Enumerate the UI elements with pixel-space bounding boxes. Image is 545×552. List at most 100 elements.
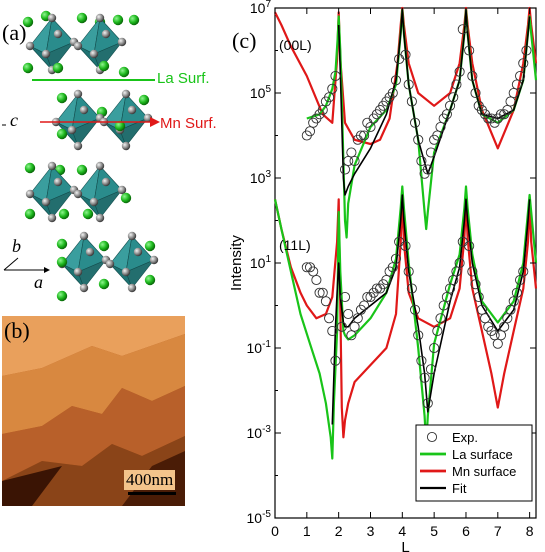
oxygen-atom — [117, 185, 127, 195]
legend-exp-marker — [426, 431, 438, 443]
mno6-octahedron — [73, 161, 127, 223]
la-atom — [24, 162, 36, 174]
exp-point — [390, 253, 402, 264]
exp-point — [492, 338, 503, 349]
exp-point — [403, 266, 414, 277]
axis-a-label: a — [34, 272, 43, 292]
scale-bar-label: 400nm — [124, 470, 176, 490]
exp-point — [336, 321, 347, 332]
oxygen-atom — [73, 89, 83, 99]
y-tick-label: 105 — [250, 84, 272, 101]
rod-1: (11L) — [273, 185, 538, 460]
exp-point — [425, 147, 437, 158]
oxygen-atom — [73, 267, 83, 277]
legend-label: La surface — [452, 447, 513, 462]
mno6-octahedron — [25, 13, 79, 75]
exp-point — [518, 58, 529, 69]
exp-point — [454, 66, 465, 77]
la-atom — [82, 208, 94, 220]
mn-surf-label: Mn Surf. — [160, 115, 217, 132]
y-tick-label: 10-3 — [247, 424, 272, 441]
exp-point — [429, 342, 440, 354]
oxygen-atom — [73, 189, 83, 199]
rod-label: (00L) — [279, 37, 312, 53]
y-tick-label: 101 — [250, 254, 272, 271]
x-tick-label: 1 — [303, 523, 311, 539]
oxygen-atom — [73, 141, 83, 151]
exp-point — [473, 291, 484, 303]
exp-point — [359, 130, 370, 141]
oxygen-atom — [25, 189, 35, 199]
la-surf-label: La Surf. — [157, 70, 210, 87]
mno6-octahedron — [57, 231, 111, 293]
legend-label: Fit — [452, 481, 467, 496]
exp-point — [505, 96, 516, 107]
x-tick-label: 3 — [367, 523, 375, 539]
oxygen-atom — [73, 41, 83, 51]
exp-point — [343, 308, 354, 320]
exp-point — [327, 83, 338, 94]
rod-0: (00L) — [274, 6, 538, 239]
oxygen-atom — [133, 247, 143, 257]
panel-c-label: (c) — [232, 28, 257, 53]
exp-point — [495, 330, 507, 341]
exp-point — [409, 117, 421, 128]
la-atom — [76, 164, 88, 176]
la-atom — [22, 16, 34, 28]
fit-series-line — [337, 9, 531, 196]
exp-point — [416, 355, 427, 366]
la-series-line — [273, 185, 538, 460]
crystal-structure-diagram — [2, 10, 160, 302]
la-atom — [98, 278, 110, 290]
oxygen-atom — [117, 37, 127, 47]
oxygen-atom — [79, 231, 89, 241]
exp-point — [390, 75, 402, 86]
x-tick-label: 6 — [462, 523, 470, 539]
oxygen-atom — [127, 105, 137, 115]
exp-point — [464, 240, 475, 252]
exp-point — [435, 313, 446, 324]
exp-point — [349, 321, 360, 332]
la-atom — [56, 128, 68, 140]
oxygen-atom — [41, 197, 51, 207]
la-atom — [138, 94, 150, 106]
x-axis-label: L — [401, 539, 409, 552]
exp-point — [457, 24, 468, 35]
oxygen-atom — [47, 161, 57, 171]
axis-a-arrowhead — [44, 267, 50, 273]
oxygen-atom — [121, 267, 131, 277]
oxygen-atom — [95, 161, 105, 171]
oxygen-atom — [41, 49, 51, 59]
oxygen-atom — [95, 213, 105, 223]
la-atom — [112, 14, 124, 26]
mn-surface-arrowhead — [150, 117, 160, 127]
fit-series-line — [331, 194, 531, 425]
la-atom — [24, 208, 36, 220]
x-tick-label: 0 — [271, 523, 279, 539]
oxygen-atom — [89, 49, 99, 59]
la-atom — [120, 192, 132, 204]
exp-point — [419, 372, 430, 383]
exp-point — [324, 313, 335, 324]
exp-point — [448, 92, 459, 103]
rod-label: (11L) — [279, 237, 311, 253]
oxygen-atom — [105, 259, 115, 269]
exp-point — [403, 79, 414, 90]
oxygen-atom — [95, 13, 105, 23]
exp-point — [464, 45, 475, 56]
legend-label: Exp. — [452, 430, 478, 445]
oxygen-atom — [85, 247, 95, 257]
exp-point — [416, 155, 427, 167]
exp-point — [467, 266, 478, 277]
la-atom — [76, 12, 88, 24]
oxygen-atom — [127, 231, 137, 241]
exp-point — [330, 70, 341, 82]
exp-point — [515, 70, 526, 82]
la-atom — [22, 62, 34, 74]
mno6-octahedron — [25, 161, 79, 223]
exp-point — [330, 355, 341, 366]
exp-point — [339, 164, 351, 175]
ctr-chart: (00L) (11L) 0 1 2 3 4 5 6 7 8 10-5 10-3 10-1 101 103 10… — [228, 0, 538, 552]
exp-point — [400, 240, 411, 252]
axis-c-label: c — [10, 110, 18, 130]
